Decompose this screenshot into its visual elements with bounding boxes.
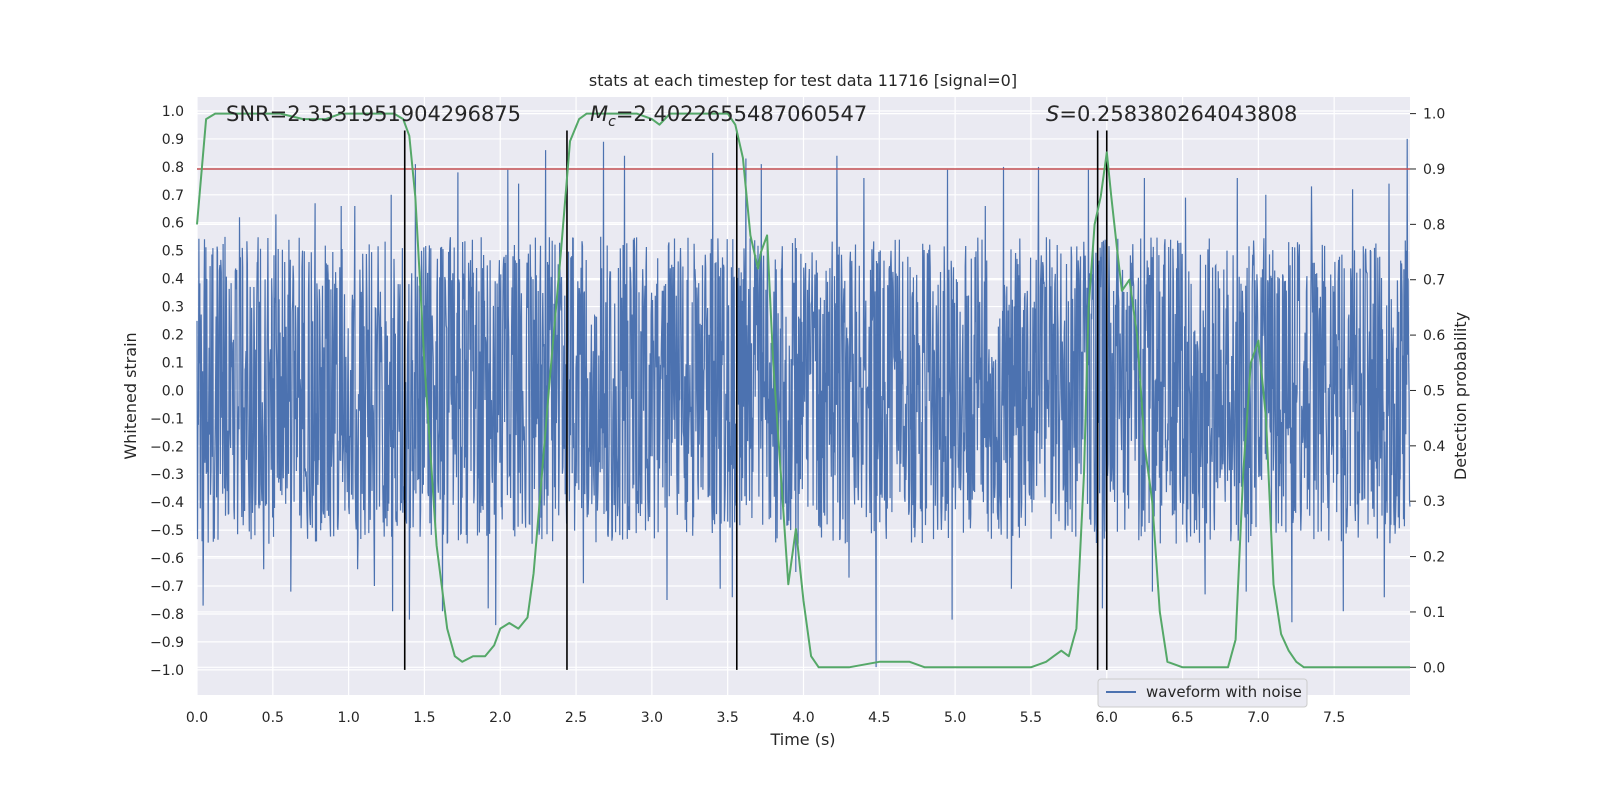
y-tick-label: −0.2: [150, 439, 184, 455]
chirp-mass-value: =2.4022655487060547: [616, 102, 867, 126]
x-tick-label: 6.5: [1171, 710, 1193, 726]
y2-ticks: 1.0 0.9 0.8 0.7 0.6 0.5 0.4 0.3 0.2 0.1 0.0: [1410, 107, 1445, 676]
legend-box: [1097, 678, 1308, 708]
chart-title: stats at each timestep for test data 117…: [589, 71, 1017, 90]
x-tick-label: 2.0: [489, 710, 511, 726]
y2-tick-label: 0.5: [1423, 383, 1445, 399]
chirp-mass-annotation: Mc=2.4022655487060547: [590, 102, 867, 130]
chirp-mass-subscript: c: [608, 114, 616, 130]
y2-tick-label: 1.0: [1423, 107, 1445, 123]
legend-label: waveform with noise: [1146, 683, 1302, 701]
x-tick-label: 5.0: [944, 710, 966, 726]
y2-tick-label: 0.2: [1423, 550, 1445, 566]
x-tick-label: 3.0: [641, 710, 663, 726]
y2-axis-label: Detection probability: [1451, 312, 1470, 480]
x-tick-label: 1.0: [337, 710, 359, 726]
x-tick-label: 0.0: [186, 710, 208, 726]
spin-annotation: S=0.258380264043808: [1046, 102, 1297, 126]
y2-tick-label: 0.1: [1423, 605, 1445, 621]
y2-tick-label: 0.8: [1423, 217, 1445, 233]
x-tick-label: 6.0: [1096, 710, 1118, 726]
y-tick-label: 0.8: [162, 160, 184, 176]
x-tick-label: 3.5: [717, 710, 739, 726]
spin-symbol: S: [1046, 102, 1059, 126]
y-tick-label: 0.2: [162, 328, 184, 344]
y-tick-label: 0.4: [162, 272, 184, 288]
spin-value: =0.258380264043808: [1059, 102, 1297, 126]
x-tick-label: 2.5: [565, 710, 587, 726]
y-tick-label: 0.1: [162, 355, 184, 371]
detection-probability-line: [196, 112, 1410, 669]
y-tick-label: −0.8: [150, 607, 184, 623]
x-tick-label: 5.5: [1020, 710, 1042, 726]
y-tick-label: 0.3: [162, 300, 184, 316]
waveform-series: [196, 138, 1411, 668]
snr-annotation: SNR=2.3531951904296875: [226, 102, 521, 126]
y-tick-label: −0.3: [150, 467, 184, 483]
y2-tick-label: 0.4: [1423, 439, 1445, 455]
y-tick-label: 0.5: [162, 244, 184, 260]
y-tick-label: −0.7: [150, 579, 184, 595]
y-tick-label: −0.4: [150, 495, 184, 511]
y2-tick-label: 0.7: [1423, 273, 1445, 289]
x-tick-label: 4.5: [868, 710, 890, 726]
y-tick-label: 1.0: [162, 104, 184, 120]
x-tick-label: 4.0: [792, 710, 814, 726]
y2-tick-label: 0.3: [1423, 494, 1445, 510]
y2-tick-label: 0.9: [1423, 162, 1445, 178]
y-tick-label: −0.1: [150, 411, 184, 427]
legend: waveform with noise: [1097, 678, 1308, 708]
y2-tick-label: 0.0: [1423, 660, 1445, 676]
x-ticks: 0.0 0.5 1.0 1.5 2.0 2.5 3.0 3.5 4.0 4.5 5.0 5.5 6.0 6…: [186, 710, 1345, 726]
waveform-line: [196, 138, 1411, 668]
y-tick-label: 0.6: [162, 216, 184, 232]
y-tick-label: −0.5: [150, 523, 184, 539]
x-axis-label: Time (s): [769, 730, 835, 749]
y-ticks: 1.0 0.9 0.8 0.7 0.6 0.5 0.4 0.3 0.2 0.1 0.0 −0.1 −0.…: [150, 104, 184, 679]
y-axis-label: Whitened strain: [121, 332, 140, 459]
y-tick-label: 0.0: [162, 383, 184, 399]
y-tick-label: −0.6: [150, 551, 184, 567]
marker-lines: [403, 130, 1108, 670]
x-tick-label: 7.5: [1323, 710, 1345, 726]
x-tick-label: 0.5: [262, 710, 284, 726]
y-tick-label: −1.0: [150, 663, 184, 679]
y-tick-label: −0.9: [150, 635, 184, 651]
y-tick-label: 0.7: [162, 188, 184, 204]
x-tick-label: 7.0: [1247, 710, 1269, 726]
y-tick-label: 0.9: [162, 132, 184, 148]
x-tick-label: 1.5: [413, 710, 435, 726]
chirp-mass-symbol: M: [590, 102, 608, 126]
y2-tick-label: 0.6: [1423, 328, 1445, 344]
